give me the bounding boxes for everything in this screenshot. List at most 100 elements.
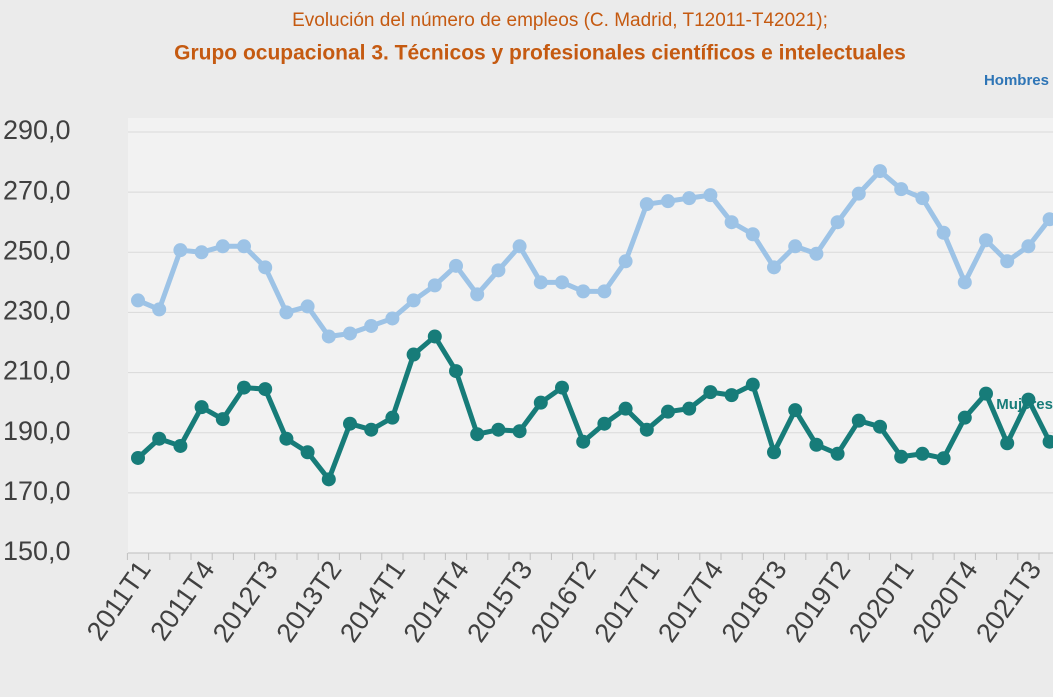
data-point: [809, 437, 824, 452]
data-point: [512, 239, 527, 254]
data-point: [427, 329, 442, 344]
data-point: [131, 293, 145, 308]
data-point: [788, 403, 803, 418]
data-point: [321, 329, 336, 344]
y-tick-label: 230,0: [3, 296, 71, 326]
y-tick-label: 210,0: [3, 356, 71, 386]
data-point: [851, 413, 866, 428]
data-point: [1000, 254, 1015, 269]
data-point: [745, 227, 760, 242]
data-point: [512, 424, 527, 439]
data-point: [449, 258, 463, 273]
data-point: [979, 233, 993, 248]
data-point: [597, 284, 612, 299]
y-tick-label: 150,0: [3, 536, 71, 566]
data-point: [724, 388, 739, 403]
y-tick-label: 270,0: [3, 175, 71, 205]
data-point: [894, 449, 909, 464]
data-point: [491, 422, 506, 437]
data-point: [237, 380, 251, 395]
data-point: [767, 260, 781, 275]
y-tick-label: 290,0: [3, 115, 71, 145]
data-point: [745, 377, 760, 392]
data-point: [788, 239, 803, 254]
data-point: [321, 472, 336, 487]
data-point: [576, 284, 591, 299]
data-point: [1021, 239, 1036, 254]
data-point: [364, 422, 379, 437]
data-point: [915, 446, 930, 461]
plot: [131, 164, 1053, 487]
data-point: [258, 260, 273, 275]
data-point: [215, 412, 230, 427]
data-point: [936, 225, 951, 240]
data-point: [957, 275, 972, 290]
data-point: [470, 427, 485, 442]
data-point: [724, 215, 739, 230]
data-point: [703, 385, 718, 400]
data-point: [661, 404, 675, 419]
data-point: [364, 318, 379, 333]
data-point: [682, 191, 697, 206]
data-point: [406, 293, 421, 308]
data-point: [533, 275, 548, 290]
data-point: [1000, 436, 1015, 451]
data-point: [343, 326, 357, 341]
data-point: [1042, 212, 1053, 227]
data-point: [300, 299, 315, 314]
data-point: [152, 302, 167, 317]
data-point: [533, 395, 548, 410]
series-label: Mujeres: [996, 396, 1053, 413]
data-point: [873, 164, 887, 179]
data-point: [385, 410, 400, 425]
data-point: [873, 419, 887, 434]
y-tick-label: 190,0: [3, 416, 71, 446]
data-point: [279, 431, 294, 446]
data-point: [830, 446, 845, 461]
data-point: [300, 445, 315, 460]
data-point: [661, 194, 675, 209]
data-point: [682, 401, 697, 416]
data-point: [194, 400, 209, 415]
data-point: [597, 416, 612, 431]
data-point: [894, 182, 909, 197]
chart-subtitle: Grupo ocupacional 3. Técnicos y profesio…: [174, 42, 906, 65]
data-point: [957, 410, 972, 425]
data-point: [470, 287, 485, 302]
data-point: [385, 311, 400, 326]
y-tick-label: 170,0: [3, 476, 71, 506]
data-point: [767, 445, 781, 460]
data-point: [215, 239, 230, 254]
data-point: [173, 438, 188, 453]
data-point: [1021, 392, 1036, 407]
data-point: [830, 215, 845, 230]
data-point: [915, 191, 930, 206]
data-point: [449, 364, 463, 379]
data-point: [194, 245, 209, 260]
data-point: [237, 239, 251, 254]
data-point: [279, 305, 294, 320]
data-point: [618, 401, 633, 416]
data-point: [618, 254, 633, 269]
data-point: [152, 431, 167, 446]
data-point: [639, 197, 654, 212]
data-point: [131, 450, 145, 465]
chart-title: Evolución del número de empleos (C. Madr…: [292, 10, 828, 31]
data-point: [936, 451, 951, 466]
data-point: [1042, 434, 1053, 449]
data-point: [851, 186, 866, 201]
data-point: [343, 416, 357, 431]
data-point: [555, 380, 569, 395]
data-point: [555, 275, 569, 290]
data-point: [979, 386, 993, 401]
data-point: [639, 422, 654, 437]
data-point: [491, 263, 506, 278]
data-point: [427, 278, 442, 293]
data-point: [173, 243, 188, 258]
y-tick-label: 250,0: [3, 235, 71, 265]
data-point: [576, 434, 591, 449]
data-point: [809, 246, 824, 261]
data-point: [406, 347, 421, 362]
series-label: Hombres: [984, 72, 1049, 89]
